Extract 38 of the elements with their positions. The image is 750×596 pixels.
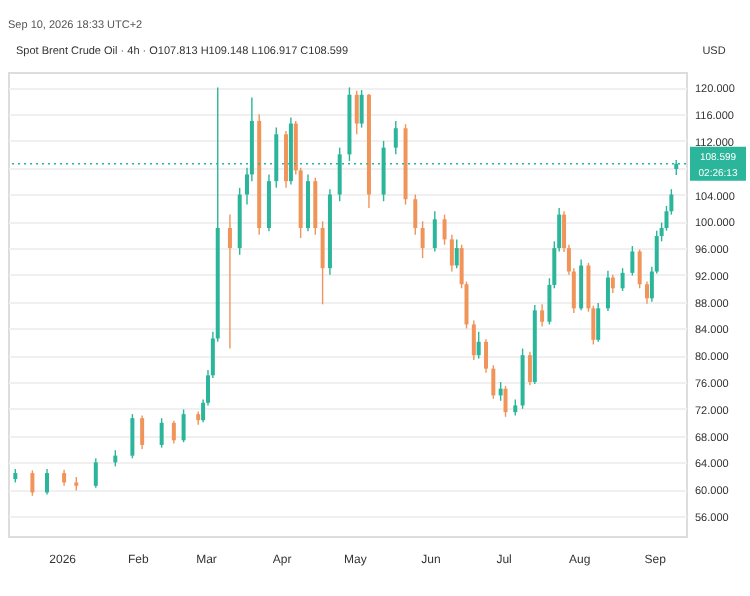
candlestick <box>420 220 425 259</box>
candlestick <box>45 468 50 496</box>
candlestick <box>630 245 635 277</box>
candlestick <box>442 213 447 246</box>
candlestick <box>449 234 454 273</box>
candlestick <box>313 177 318 236</box>
candlestick <box>432 210 437 253</box>
candlestick <box>305 173 310 233</box>
candlestick <box>503 385 508 418</box>
candlestick <box>620 267 625 292</box>
candlestick <box>159 417 164 449</box>
candlestick <box>413 193 418 236</box>
candlestick <box>610 274 615 294</box>
candlestick <box>491 364 496 400</box>
candlestick <box>579 258 584 312</box>
candlestick <box>30 469 35 497</box>
candlestick <box>354 90 359 135</box>
candlestick <box>181 408 186 443</box>
candlestick <box>93 457 98 489</box>
candlestick <box>227 213 232 350</box>
candlestick <box>284 130 289 189</box>
candlestick <box>476 331 481 360</box>
candlestick <box>596 302 601 343</box>
candlestick <box>130 413 135 460</box>
candlestick <box>140 414 145 450</box>
candlestick <box>266 173 271 233</box>
candlestick <box>171 420 176 445</box>
candlestick <box>644 280 649 305</box>
candlestick <box>471 319 476 361</box>
candlestick <box>359 89 364 129</box>
candlestick <box>454 238 459 269</box>
candlestick <box>605 270 610 312</box>
candlestick <box>320 220 325 306</box>
candlestick <box>637 248 642 289</box>
candlestick <box>393 120 398 156</box>
candlestick <box>540 303 545 328</box>
candlestick <box>527 351 532 387</box>
candlestick <box>484 338 489 374</box>
